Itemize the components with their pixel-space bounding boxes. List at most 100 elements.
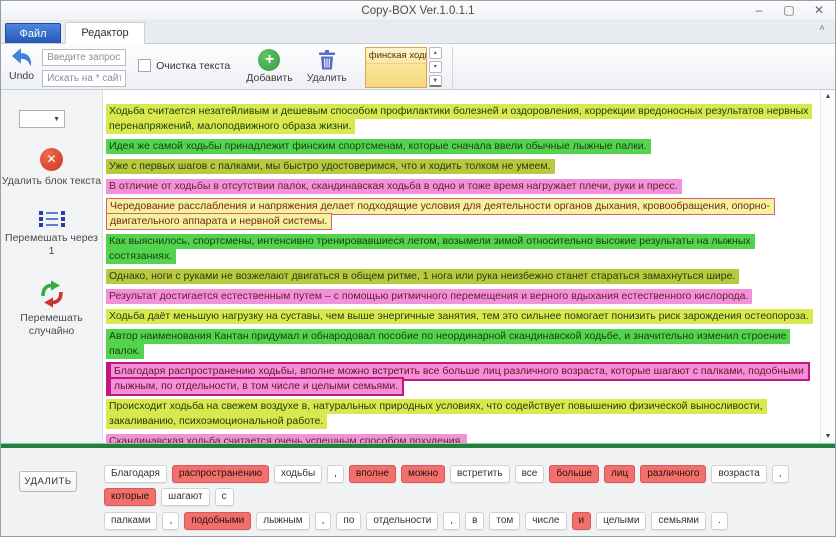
word-chip[interactable]: шагают	[161, 488, 210, 506]
word-chip[interactable]: все	[514, 465, 545, 483]
word-chip[interactable]: лиц	[604, 465, 636, 483]
word-chip[interactable]: различного	[640, 465, 707, 483]
undo-button[interactable]: Undo	[9, 47, 34, 82]
text-block[interactable]: В отличие от ходьбы в отсутствии палок, …	[106, 179, 682, 194]
vertical-scrollbar[interactable]: ▲ ▼	[820, 90, 835, 443]
word-chip[interactable]: можно	[400, 465, 446, 483]
text-block[interactable]: Автор наименования Кантан придумал и обн…	[106, 329, 791, 359]
text-block-row: Однако, ноги с руками не возжелают двига…	[106, 268, 816, 284]
text-block[interactable]: Как выяснилось, спортсмены, интенсивно т…	[106, 234, 755, 264]
shuffle-step-button[interactable]: Перемешать через 1	[1, 210, 102, 258]
word-chip[interactable]: целыми	[596, 512, 647, 530]
close-icon[interactable]: ✕	[813, 3, 825, 17]
text-editor-area[interactable]: Ходьба считается незатейливым и дешевым …	[103, 90, 820, 443]
word-chip[interactable]: .	[710, 512, 728, 530]
word-chip[interactable]: том	[489, 512, 521, 530]
delete-label: Удалить	[306, 72, 347, 84]
scroll-up-icon[interactable]: ▲	[824, 93, 832, 100]
ribbon: Undo Очистка текста + Добавить Удалить	[1, 44, 835, 90]
text-block-row: Автор наименования Кантан придумал и обн…	[106, 328, 816, 359]
phrase-listbox[interactable]: финская ходьба	[364, 47, 427, 88]
delete-button[interactable]: Удалить	[307, 49, 347, 84]
tab-editor[interactable]: Редактор	[65, 22, 145, 44]
word-chip[interactable]: палками	[104, 512, 158, 530]
block-select-dropdown[interactable]: ▼	[19, 110, 65, 128]
word-chip[interactable]: которые	[104, 488, 157, 506]
word-chip[interactable]: распространению	[171, 465, 269, 483]
sidebar: ▼ ✕ Удалить блок текста Перемешать через…	[1, 90, 103, 443]
trash-icon	[318, 50, 335, 70]
undo-icon	[11, 48, 31, 66]
word-chip[interactable]: ,	[314, 512, 332, 530]
word-chip[interactable]: возраста	[711, 465, 767, 483]
undo-label: Undo	[9, 70, 35, 82]
add-label: Добавить	[246, 72, 293, 84]
shuffle-random-label: Перемешать случайно	[20, 312, 83, 337]
word-chip[interactable]: числе	[525, 512, 567, 530]
text-block-row: Как выяснилось, спортсмены, интенсивно т…	[106, 233, 816, 264]
word-chip[interactable]: подобными	[184, 512, 252, 530]
phrase-list-item[interactable]: финская ходьба	[365, 48, 426, 64]
word-chip[interactable]: лыжным	[256, 512, 310, 530]
word-chip[interactable]: ,	[771, 465, 789, 483]
shuffle-step-icon	[38, 211, 65, 227]
word-chip[interactable]: и	[571, 512, 592, 530]
text-block[interactable]: Скандинавская ходьба считается очень усп…	[106, 434, 468, 443]
text-block-row: Идея же самой ходьбы принадлежит финским…	[106, 138, 816, 154]
main-content: ▼ ✕ Удалить блок текста Перемешать через…	[1, 90, 835, 443]
list-down-icon[interactable]: ▾	[428, 61, 442, 73]
word-chip[interactable]: ходьбы	[273, 465, 323, 483]
add-button[interactable]: + Добавить	[246, 49, 293, 84]
plus-icon: +	[258, 49, 281, 71]
text-block[interactable]: Идея же самой ходьбы принадлежит финским…	[106, 139, 651, 154]
collapse-ribbon-icon[interactable]: ˄	[819, 23, 825, 34]
text-block-row: Результат достигается естественным путем…	[106, 288, 816, 304]
word-chip[interactable]: ,	[443, 512, 461, 530]
text-block-row: Скандинавская ходьба считается очень усп…	[106, 433, 816, 443]
text-block-row: Благодаря распространению ходьбы, вполне…	[106, 362, 816, 396]
window-controls: – ▢ ✕	[751, 2, 827, 18]
word-chip[interactable]: Благодаря	[104, 465, 167, 483]
word-chips-row-2: палками , подобными лыжным , по отдельно…	[104, 512, 794, 530]
text-block-row: Ходьба даёт меньшую нагрузку на суставы,…	[106, 308, 816, 324]
clear-text-label: Очистка текста	[156, 59, 231, 72]
text-block[interactable]: Чередование расслабления и напряжения де…	[106, 198, 775, 230]
list-dropdown-icon[interactable]: ▼	[428, 75, 442, 87]
minimize-icon[interactable]: –	[755, 3, 763, 17]
text-block[interactable]: Благодаря распространению ходьбы, вполне…	[106, 362, 810, 396]
query-input[interactable]	[42, 49, 127, 66]
word-chip[interactable]: больше	[549, 465, 600, 483]
word-chip[interactable]: отдельности	[366, 512, 439, 530]
phrase-list-group: финская ходьба ▴ ▾ ▼	[364, 47, 442, 88]
word-chip[interactable]: с	[214, 488, 234, 506]
shuffle-step-label: Перемешать через 1	[5, 232, 98, 257]
checkbox-icon[interactable]	[138, 59, 152, 72]
search-sites-input[interactable]	[42, 70, 127, 87]
text-block[interactable]: Однако, ноги с руками не возжелают двига…	[106, 269, 740, 284]
word-chip[interactable]: встретить	[450, 465, 510, 483]
tab-file[interactable]: Файл	[5, 23, 61, 43]
delete-block-label: Удалить блок текста	[1, 175, 102, 187]
phrase-list-buttons: ▴ ▾ ▼	[428, 47, 442, 88]
search-inputs	[42, 49, 127, 87]
text-block[interactable]: Происходит ходьба на свежем воздухе в, н…	[106, 399, 767, 429]
text-block[interactable]: Ходьба считается незатейливым и дешевым …	[106, 104, 813, 134]
delete-block-button[interactable]: ✕ Удалить блок текста	[2, 148, 101, 188]
word-chip[interactable]: семьями	[651, 512, 706, 530]
word-chip[interactable]: по	[336, 512, 362, 530]
scroll-down-icon[interactable]: ▼	[824, 433, 832, 440]
text-block[interactable]: Результат достигается естественным путем…	[106, 289, 753, 304]
ribbon-tabs: Файл Редактор ˄	[1, 21, 835, 44]
list-up-icon[interactable]: ▴	[428, 47, 442, 59]
shuffle-random-button[interactable]: Перемешать случайно	[1, 280, 102, 338]
word-chip[interactable]: ,	[327, 465, 344, 483]
text-block-row: Происходит ходьба на свежем воздухе в, н…	[106, 398, 816, 429]
text-block[interactable]: Уже с первых шагов с палками, мы быстро …	[106, 159, 555, 174]
text-block[interactable]: Ходьба даёт меньшую нагрузку на суставы,…	[106, 309, 813, 324]
word-chip[interactable]: вполне	[348, 465, 396, 483]
clear-text-checkbox[interactable]: Очистка текста	[138, 59, 230, 72]
word-chip[interactable]: ,	[162, 512, 180, 530]
maximize-icon[interactable]: ▢	[783, 3, 795, 17]
delete-word-button[interactable]: удалить	[19, 471, 77, 492]
word-chip[interactable]: в	[465, 512, 485, 530]
